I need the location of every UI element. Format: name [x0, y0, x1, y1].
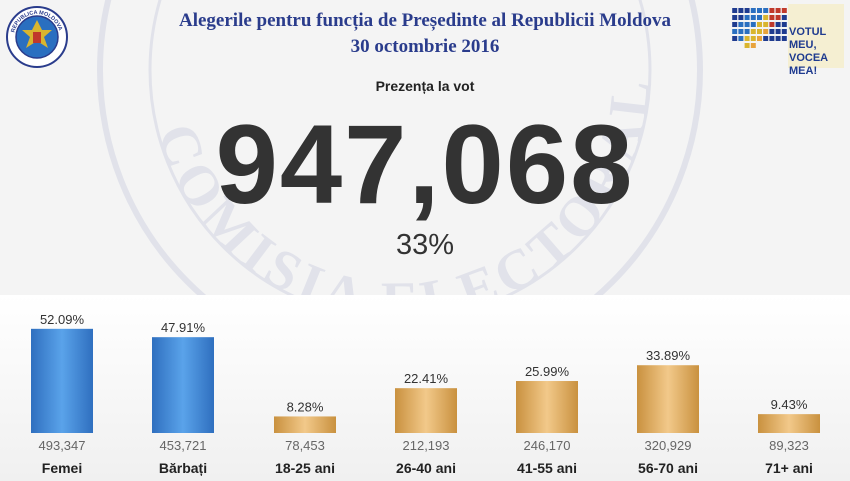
logo-pixel — [750, 15, 756, 20]
bar-count-label: 78,453 — [285, 438, 325, 453]
logo-pixel — [781, 36, 787, 41]
logo-pixel — [732, 29, 738, 34]
logo-pixel — [738, 22, 744, 27]
category-label: 56-70 ani — [638, 460, 698, 476]
brand-slogan: VOTUL MEU, VOCEA MEA! — [789, 26, 849, 78]
bar-count-label: 212,193 — [403, 438, 450, 453]
brand-slogan-line2: VOCEA MEA! — [789, 52, 828, 77]
turnout-bar-chart: 52.09% 493,347 Femei 47.91% 453,721 Bărbați 8.… — [31, 312, 820, 476]
bar-count-label: 493,347 — [39, 438, 86, 453]
election-date: 30 octombrie 2016 — [350, 36, 500, 57]
bar-0 — [31, 328, 93, 433]
category-label: Femei — [42, 460, 82, 476]
bar-percent-label: 33.89% — [646, 348, 691, 363]
logo-pixel — [769, 22, 775, 27]
bar-4 — [516, 381, 578, 433]
logo-pixel — [757, 29, 762, 34]
logo-pixel — [738, 15, 744, 20]
logo-pixel — [757, 8, 762, 13]
logo-pixel — [763, 15, 769, 20]
brand-slogan-line1: VOTUL MEU, — [789, 26, 827, 51]
logo-pixel — [750, 29, 756, 34]
logo-pixel — [750, 22, 756, 27]
logo-pixel — [738, 29, 744, 34]
logo-pixel — [744, 15, 750, 20]
bar-6 — [758, 414, 820, 433]
logo-pixel — [744, 29, 750, 34]
bar-percent-label: 9.43% — [771, 397, 808, 412]
bar-count-label: 89,323 — [769, 438, 809, 453]
category-label: 71+ ani — [765, 460, 813, 476]
chart-background — [0, 295, 850, 481]
category-label: Bărbați — [159, 460, 207, 476]
category-label: 41-55 ani — [517, 460, 577, 476]
bar-percent-label: 52.09% — [40, 312, 85, 327]
logo-pixel — [763, 29, 769, 34]
logo-pixel — [757, 22, 762, 27]
logo-pixel — [775, 8, 781, 13]
logo-pixel — [732, 22, 738, 27]
logo-pixel — [732, 15, 738, 20]
bar-percent-label: 8.28% — [287, 399, 324, 414]
logo-pixel — [775, 15, 781, 20]
logo-pixel — [769, 8, 775, 13]
page-title: Alegerile pentru funcția de Președinte a… — [178, 10, 672, 31]
turnout-total: 947,068 — [215, 102, 635, 227]
bar-1 — [152, 337, 214, 433]
logo-pixel — [744, 8, 750, 13]
bar-count-label: 246,170 — [524, 438, 571, 453]
logo-pixel — [757, 36, 762, 41]
logo-pixel — [775, 22, 781, 27]
logo-pixel — [769, 15, 775, 20]
logo-pixel — [732, 8, 738, 13]
category-label: 26-40 ani — [396, 460, 456, 476]
logo-pixel — [769, 29, 775, 34]
logo-pixel — [763, 22, 769, 27]
category-label: 18-25 ani — [275, 460, 335, 476]
logo-pixel — [738, 36, 744, 41]
bar-percent-label: 25.99% — [525, 364, 570, 379]
bar-count-label: 453,721 — [160, 438, 207, 453]
logo-pixel — [769, 36, 775, 41]
logo-pixel — [750, 8, 756, 13]
logo-pixel — [781, 8, 787, 13]
logo-pixel — [763, 8, 769, 13]
logo-pixel — [781, 29, 787, 34]
logo-pixel — [781, 22, 787, 27]
logo-pixel — [757, 15, 762, 20]
logo-pixel — [744, 22, 750, 27]
logo-pixel — [744, 43, 750, 48]
cec-seal-logo: REPUBLICA MOLDOVA — [6, 6, 68, 68]
logo-pixel — [775, 29, 781, 34]
logo-pixel — [763, 36, 769, 41]
logo-pixel — [781, 15, 787, 20]
logo-pixel — [732, 36, 738, 41]
bar-3 — [395, 388, 457, 433]
turnout-label: Prezența la vot — [375, 78, 475, 94]
logo-pixel — [775, 36, 781, 41]
votul-meu-logo — [732, 4, 844, 68]
bar-5 — [637, 365, 699, 433]
logo-pixel — [750, 36, 756, 41]
logo-pixel — [738, 8, 744, 13]
bar-count-label: 320,929 — [645, 438, 692, 453]
bar-percent-label: 22.41% — [404, 371, 449, 386]
bar-2 — [274, 416, 336, 433]
turnout-percent: 33% — [395, 229, 455, 261]
bar-percent-label: 47.91% — [161, 320, 206, 335]
logo-pixel — [750, 43, 756, 48]
logo-pixel — [744, 36, 750, 41]
